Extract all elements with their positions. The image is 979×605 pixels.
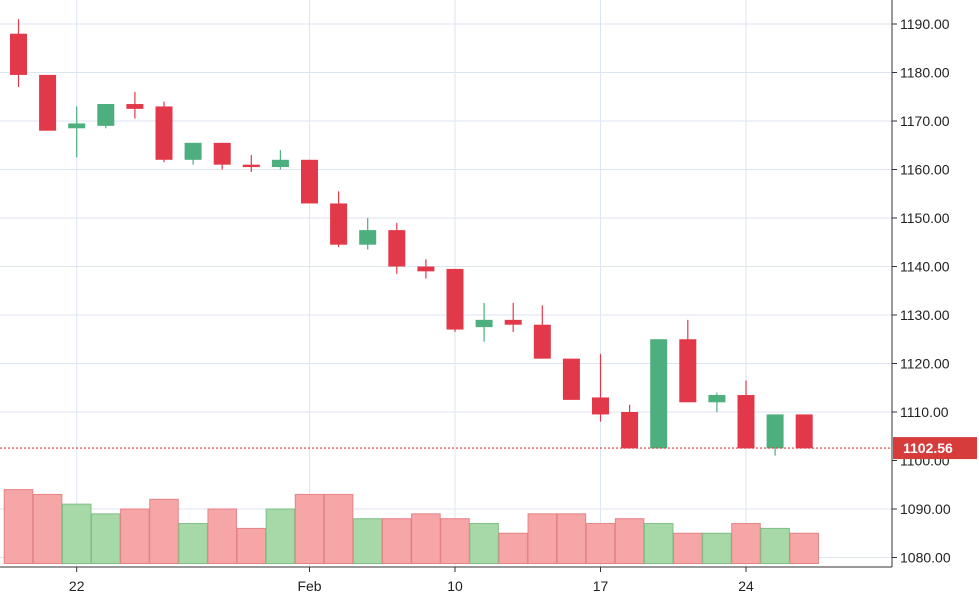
x-tick-label: 22 — [69, 578, 85, 594]
candles — [10, 19, 813, 456]
y-tick-label: 1190.00 — [900, 16, 950, 32]
volume-bar — [498, 532, 528, 564]
volume-bar — [265, 508, 296, 564]
candle-body — [650, 339, 668, 449]
volume-bar — [91, 513, 121, 564]
volume-bar — [469, 523, 499, 564]
axes: 1190.00 1180.00 1170.00 1160.00 1150.00 1140.… — [0, 0, 951, 594]
volume-bar — [120, 508, 150, 564]
x-tick-label: 24 — [738, 578, 754, 594]
candle-body — [592, 397, 609, 415]
x-tick-label: 10 — [447, 578, 463, 594]
candle-body — [10, 33, 27, 75]
y-tick-label: 1080.00 — [900, 550, 951, 566]
volume-bar — [236, 527, 267, 565]
y-tick-label: 1140.00 — [900, 259, 950, 275]
candle-body — [388, 230, 406, 267]
candle-body — [39, 74, 57, 131]
volume-bar — [760, 527, 790, 565]
x-tick-label: 17 — [593, 578, 609, 594]
y-tick-label: 1110.00 — [900, 404, 949, 420]
volume-bar — [382, 518, 412, 565]
candle-body — [213, 142, 231, 165]
last-price-label: 1102.56 — [903, 440, 953, 456]
volume-bar — [178, 523, 208, 564]
candle-body — [708, 395, 726, 403]
y-tick-label: 1130.00 — [900, 307, 950, 323]
candle-body — [271, 159, 289, 168]
volume-bar — [643, 523, 674, 564]
candle-body — [417, 266, 435, 272]
candle-body — [126, 104, 144, 109]
candle-body — [359, 230, 377, 245]
candle-body — [621, 412, 639, 449]
y-tick-label: 1160.00 — [900, 162, 950, 178]
volume-bar — [3, 489, 34, 565]
volume-bar — [32, 493, 63, 565]
candle-body — [301, 159, 318, 204]
volume-bar — [673, 532, 703, 564]
candle-body — [184, 142, 202, 160]
volume-bar — [323, 493, 354, 565]
candle-body — [155, 106, 173, 160]
volume-bar — [411, 513, 441, 564]
volume-bars — [3, 489, 819, 565]
volume-bar — [789, 532, 819, 564]
volume-bar — [702, 532, 732, 564]
y-tick-label: 1180.00 — [900, 65, 950, 81]
volume-bar — [440, 518, 470, 565]
y-tick-label: 1090.00 — [900, 501, 951, 517]
candle-body — [68, 123, 86, 129]
last-price-box — [893, 437, 977, 460]
candle-body — [97, 104, 115, 126]
last-price-marker: 1102.56 — [0, 437, 977, 460]
y-tick-label: 1150.00 — [900, 210, 950, 226]
candle-body — [533, 324, 551, 359]
candle-body — [562, 358, 580, 400]
volume-bar — [585, 523, 616, 564]
candle-body — [475, 319, 493, 328]
candle-body — [679, 339, 697, 403]
x-tick-label: Feb — [297, 578, 321, 594]
candle-body — [737, 395, 755, 449]
volume-bar — [731, 523, 761, 564]
volume-bar — [294, 493, 325, 565]
grid — [0, 0, 892, 567]
volume-bar — [149, 498, 179, 564]
candle-body — [242, 164, 260, 168]
volume-bar — [614, 518, 645, 565]
y-tick-label: 1120.00 — [900, 356, 950, 372]
volume-bar — [556, 513, 587, 564]
volume-bar — [207, 508, 237, 564]
volume-bar — [527, 513, 558, 564]
candle-body — [504, 319, 522, 325]
volume-bar — [352, 518, 383, 565]
y-tick-label: 1170.00 — [900, 113, 950, 129]
volume-bar — [61, 503, 92, 564]
candle-body — [795, 414, 813, 449]
candle-body — [446, 268, 464, 330]
candle-body — [330, 203, 348, 245]
candle-body — [766, 414, 784, 449]
